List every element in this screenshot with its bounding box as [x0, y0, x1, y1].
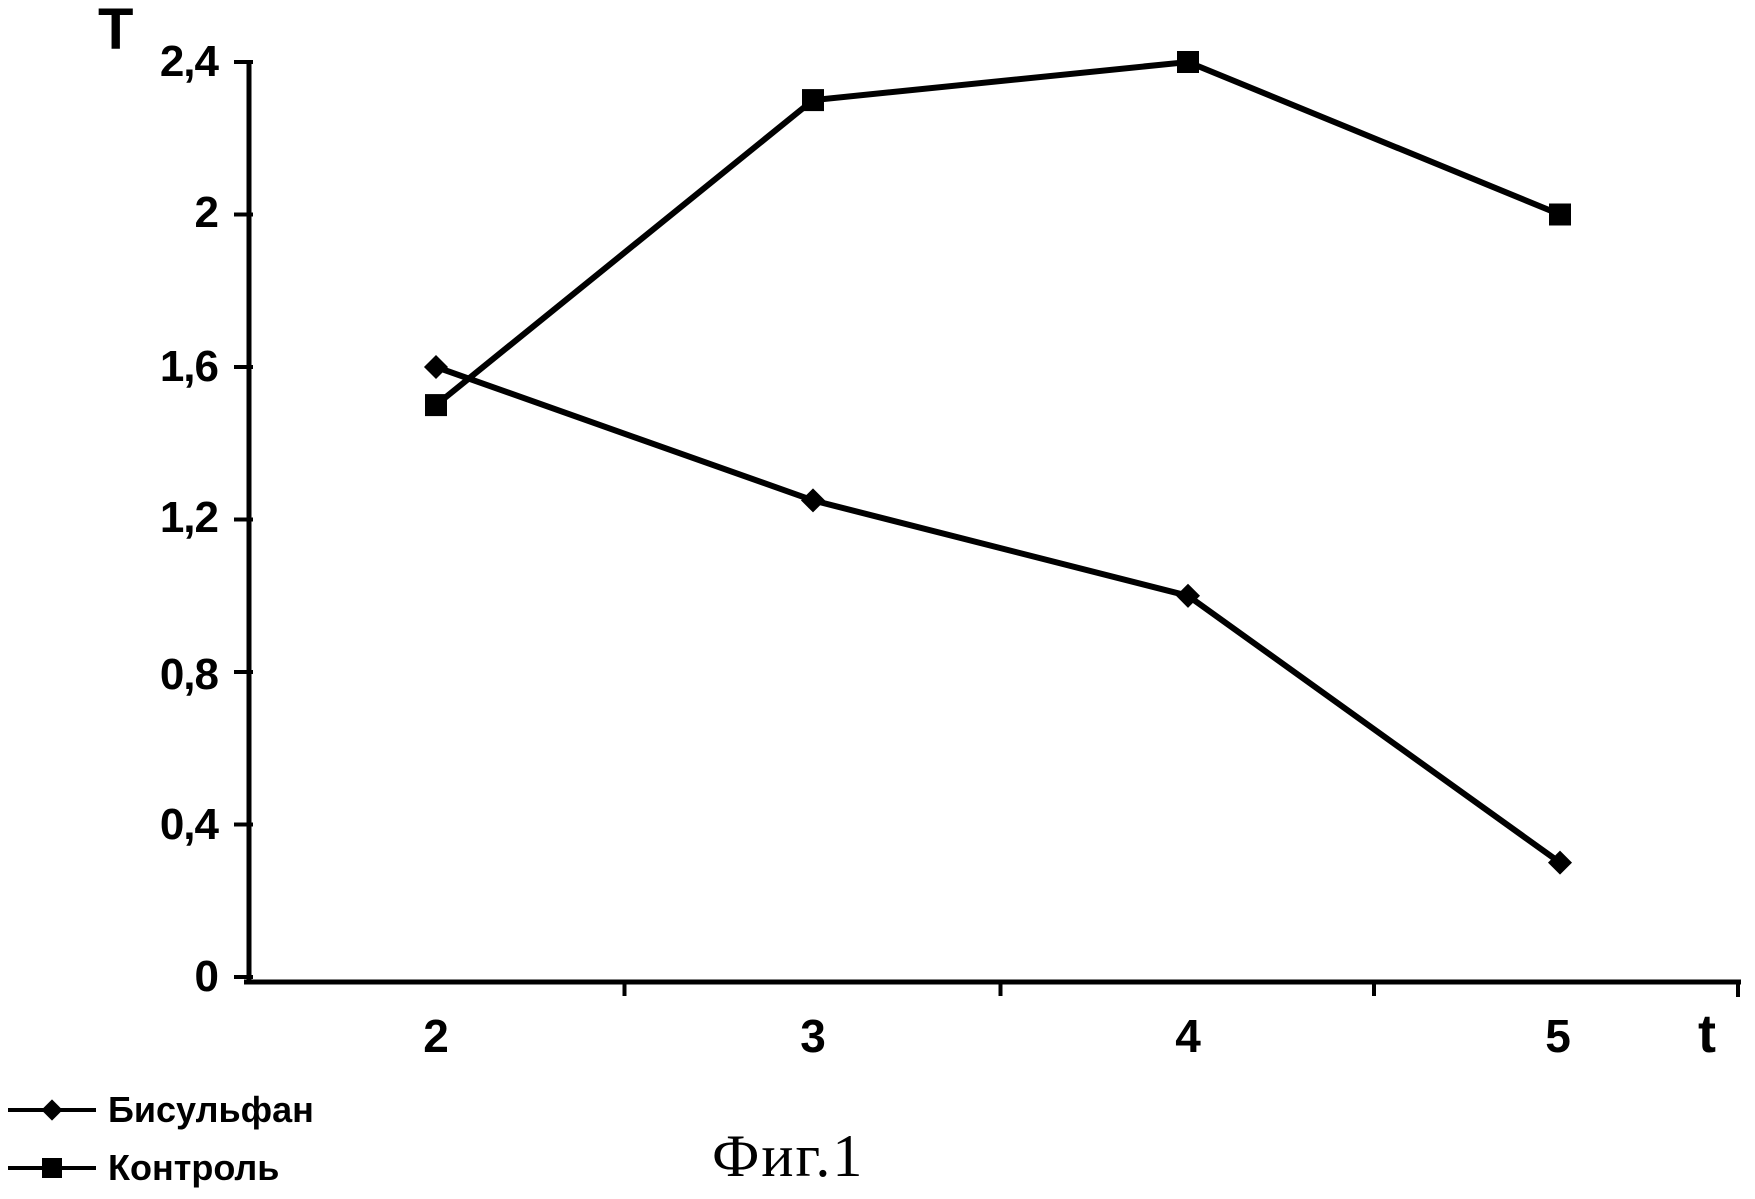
legend-item-bisulfan: Бисульфан: [6, 1088, 314, 1132]
data-point-diamond: [1547, 850, 1573, 875]
data-point-diamond: [800, 488, 826, 513]
data-point-diamond: [423, 354, 449, 380]
y-tick-label-0-4: 0,4: [159, 800, 219, 849]
y-tick-label-2: 2: [194, 188, 219, 237]
x-tick-label-3: 3: [800, 1010, 826, 1062]
y-tick-label-0-8: 0,8: [159, 650, 219, 699]
square-marker-icon: [8, 1158, 96, 1178]
y-tick-label-1-2: 1,2: [159, 493, 219, 542]
y-tick-label-2-4: 2,4: [159, 37, 219, 86]
x-tick-label-4: 4: [1175, 1010, 1201, 1062]
data-point-diamond: [1175, 583, 1201, 608]
x-tick-label-5: 5: [1545, 1010, 1571, 1062]
legend-label-bisulfan: Бисульфан: [108, 1089, 314, 1130]
series-line-1: [434, 58, 1562, 408]
x-axis-title: t: [1698, 1004, 1716, 1064]
data-point-square: [1177, 51, 1199, 73]
data-point-square: [425, 394, 447, 417]
legend: Бисульфан Контроль: [6, 1088, 314, 1199]
x-tick-label-2: 2: [423, 1010, 449, 1062]
diamond-marker-icon: [8, 1099, 96, 1121]
data-point-square: [1549, 203, 1571, 226]
y-axis-title: T: [98, 0, 135, 62]
legend-label-kontrol: Контроль: [108, 1147, 280, 1188]
legend-item-kontrol: Контроль: [6, 1146, 314, 1190]
data-point-square: [802, 89, 824, 112]
series-line-0: [434, 364, 1562, 866]
y-tick-label-1-6: 1,6: [159, 342, 219, 391]
figure-caption: Фиг.1: [712, 1123, 865, 1189]
y-tick-label-0: 0: [194, 952, 219, 1001]
